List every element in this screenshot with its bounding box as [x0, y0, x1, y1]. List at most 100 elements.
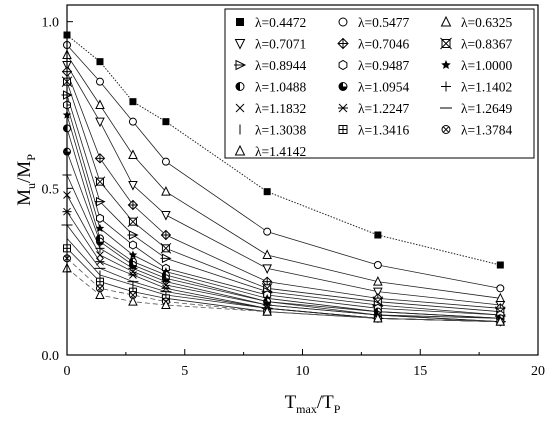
x-tick-label: 20: [531, 364, 545, 379]
legend-item: λ=1.3038: [239, 123, 307, 138]
data-point: [496, 261, 504, 269]
data-point: [262, 264, 272, 274]
legend-item: λ=0.8944: [234, 58, 307, 73]
y-tick-label: 0.5: [42, 182, 60, 197]
data-point: [128, 240, 137, 250]
x-tick-label: 0: [64, 364, 71, 379]
data-point: [263, 227, 272, 236]
legend-marker: [234, 144, 246, 156]
data-point: [96, 58, 104, 66]
legend-label: λ=0.6325: [461, 15, 513, 30]
data-point: [262, 306, 272, 316]
data-point: [127, 230, 139, 240]
legend-item: λ=1.2247: [338, 101, 410, 116]
data-point: [128, 250, 138, 259]
data-point: [129, 98, 137, 106]
legend-item: λ=1.0000: [441, 58, 513, 73]
series-line-14: [66, 224, 501, 323]
x-tick-label: 5: [181, 364, 188, 379]
data-point: [95, 117, 105, 128]
data-point: [95, 77, 104, 86]
data-point: [373, 276, 383, 286]
legend-item: λ=1.1832: [235, 101, 306, 116]
legend-item: λ=0.6325: [440, 15, 513, 30]
legend-item: λ=0.4472: [236, 15, 306, 30]
legend-label: λ=1.2247: [358, 101, 410, 116]
legend-item: λ=1.0954: [338, 80, 410, 95]
legend-marker: [235, 103, 245, 113]
data-point: [128, 117, 137, 126]
data-point: [162, 281, 170, 289]
x-tick-label: 10: [296, 364, 310, 379]
data-point: [94, 196, 106, 207]
legend-label: λ=1.1402: [461, 80, 512, 95]
data-point: [95, 284, 104, 293]
data-point: [373, 261, 382, 269]
data-point: [128, 181, 138, 191]
legend-label: λ=1.0954: [358, 80, 410, 95]
legend-item: λ=0.7071: [234, 37, 306, 52]
legend-box: [224, 8, 535, 159]
data-point: [161, 157, 170, 166]
legend-marker: [234, 59, 247, 71]
x-axis-label: Tmax/TP: [285, 392, 341, 416]
legend-item: λ=0.5477: [338, 15, 410, 30]
legend-label: λ=1.3416: [358, 123, 410, 138]
legend-item: λ=0.9487: [338, 58, 410, 73]
data-point: [95, 243, 105, 253]
legend-item: λ=1.3784: [441, 123, 513, 138]
data-point: [373, 312, 383, 323]
data-point: [161, 284, 171, 293]
data-point: [373, 287, 383, 298]
legend-marker: [440, 37, 452, 50]
legend-label: λ=0.4472: [255, 15, 306, 30]
data-point: [96, 251, 104, 259]
y-axis-label: Mu/MP: [14, 154, 38, 206]
legend-marker: [234, 39, 246, 50]
data-point: [95, 257, 105, 266]
legend-label: λ=1.3038: [255, 123, 307, 138]
data-point: [128, 296, 138, 306]
legend-label: λ=1.0488: [255, 80, 307, 95]
legend-item: λ=1.1402: [441, 80, 512, 95]
data-point: [261, 276, 273, 287]
data-point: [95, 223, 105, 232]
data-point: [161, 186, 171, 196]
x-tick-label: 15: [413, 364, 427, 379]
data-point: [262, 249, 272, 259]
data-point: [162, 118, 170, 126]
data-point: [127, 216, 139, 228]
legend-label: λ=1.0000: [461, 58, 513, 73]
legend-marker: [440, 15, 452, 27]
data-point: [94, 153, 106, 164]
data-point: [161, 211, 171, 221]
data-point: [374, 231, 382, 239]
legend-label: λ=0.9487: [358, 58, 410, 73]
legend-item: λ=1.0488: [235, 80, 307, 95]
legend-item: λ=0.8367: [440, 37, 513, 52]
legend-label: λ=0.8944: [255, 58, 307, 73]
data-point: [495, 316, 506, 326]
legend-marker: [337, 37, 349, 50]
legend-marker: [338, 125, 348, 134]
legend-item: λ=1.2649: [440, 101, 513, 116]
legend-label: λ=0.7071: [255, 37, 306, 52]
legend-marker: [338, 82, 348, 91]
legend-label: λ=0.8367: [461, 37, 513, 52]
data-point: [96, 213, 104, 223]
legend-marker: [338, 59, 348, 71]
data-point: [127, 199, 139, 211]
legend-item: λ=1.4142: [234, 144, 306, 159]
series-line-15: [66, 238, 501, 323]
legend-label: λ=1.2649: [461, 101, 513, 116]
data-point: [129, 267, 137, 276]
data-point: [496, 284, 505, 293]
legend-marker: [236, 18, 244, 26]
legend-label: λ=0.5477: [358, 15, 410, 30]
legend-label: λ=1.1832: [255, 101, 306, 116]
data-point: [95, 289, 105, 299]
y-tick-label: 1.0: [42, 16, 60, 31]
data-point: [160, 242, 172, 254]
y-tick-label: 0.0: [42, 349, 60, 364]
